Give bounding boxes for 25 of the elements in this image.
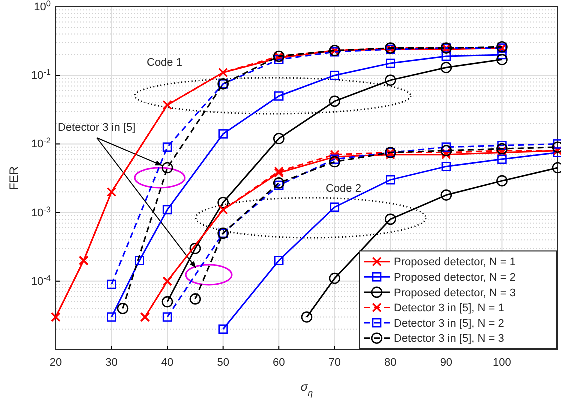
legend-label: Detector 3 in [5], N = 1 [394, 302, 504, 315]
y-tick-label: 10$^{-4}$ [31, 273, 52, 288]
x-tick-label: 70 [328, 357, 342, 370]
x-tick-label: 80 [384, 357, 397, 370]
legend-label: Proposed detector, N = 1 [394, 256, 516, 269]
x-tick-label: 50 [217, 357, 230, 370]
legend-label: Proposed detector, N = 2 [394, 272, 516, 284]
legend-label: Proposed detector, N = 3 [394, 287, 516, 300]
y-axis-title: FER [7, 166, 21, 190]
legend-label: Detector 3 in [5], N = 3 [394, 333, 504, 346]
x-tick-label: 100 [493, 357, 512, 370]
x-tick-label: 90 [440, 357, 453, 370]
x-tick-label: 40 [161, 357, 174, 370]
y-tick-label: 10$^{-2}$ [31, 136, 52, 151]
annotation: Code 2 [326, 183, 362, 195]
legend-label: Detector 3 in [5], N = 2 [394, 318, 504, 330]
y-tick-label: 10$^{0}$ [34, 0, 52, 14]
x-tick-label: 30 [106, 357, 118, 370]
x-axis-title: σ$_{η}$ [300, 380, 314, 398]
annotation: Code 1 [147, 57, 182, 69]
y-tick-label: 10$^{-1}$ [31, 68, 52, 82]
x-tick-label: 60 [272, 357, 286, 370]
annotation: Detector 3 in [5] [58, 122, 136, 134]
y-tick-label: 10$^{-3}$ [31, 204, 52, 220]
x-tick-label: 20 [50, 357, 62, 370]
